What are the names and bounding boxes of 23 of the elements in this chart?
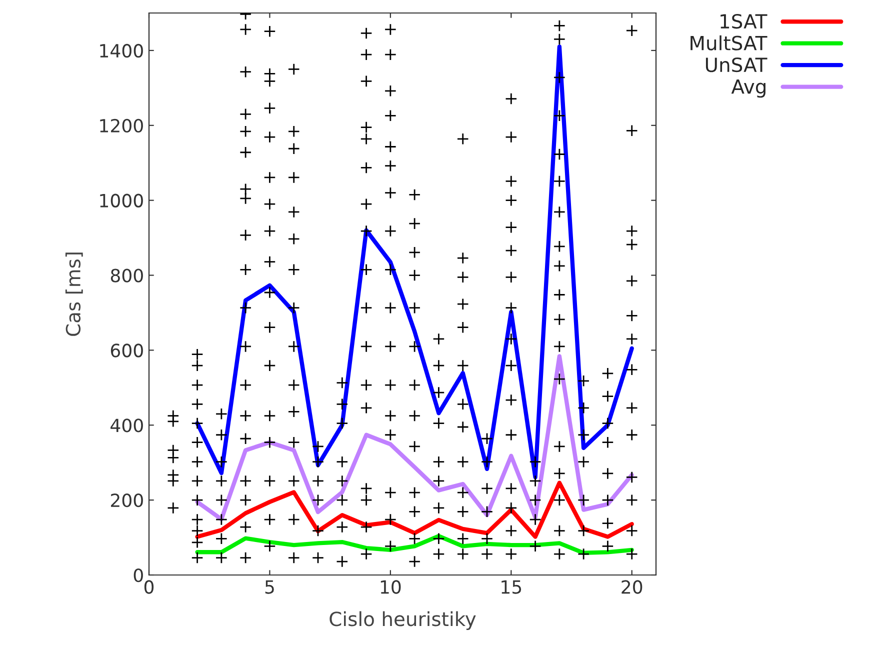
legend-label: MultSAT	[690, 35, 768, 50]
line-series	[195, 480, 634, 539]
y-axis-title: Cas [ms]	[65, 252, 83, 336]
y-tick-label: 1400	[100, 44, 143, 58]
y-tick-label: 600	[110, 344, 143, 358]
legend-label: 1SAT	[720, 14, 768, 29]
y-tick-label: 200	[111, 494, 143, 508]
y-tick-label: 400	[110, 418, 143, 432]
line-series	[195, 44, 634, 480]
line-series	[195, 534, 634, 555]
line-series	[195, 354, 634, 522]
y-tick-label: 0	[134, 568, 143, 582]
x-tick-label: 0	[144, 580, 154, 594]
y-tick-label: 800	[110, 268, 143, 282]
x-tick-label: 10	[380, 580, 401, 594]
legend-label: UnSAT	[706, 57, 768, 72]
x-tick-label: 15	[502, 580, 522, 594]
y-tick-label: 1000	[100, 194, 143, 208]
x-axis-title: Cislo heuristiky	[330, 611, 476, 630]
y-tick-label: 1200	[100, 118, 143, 133]
x-tick-label: 20	[622, 580, 642, 594]
x-tick-label: 5	[265, 580, 274, 594]
legend-label: Avg	[731, 79, 766, 98]
